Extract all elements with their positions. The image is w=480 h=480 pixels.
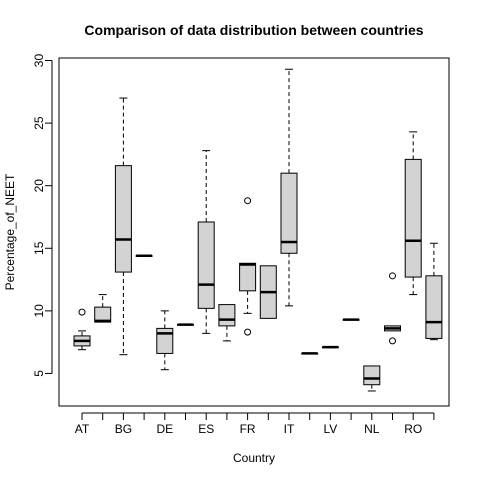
x-tick-label: FR	[240, 422, 256, 436]
box-iqr	[404, 158, 422, 278]
box-16	[404, 131, 422, 296]
box-6	[197, 150, 215, 334]
x-axis-label: Country	[233, 451, 275, 465]
outlier-point	[78, 308, 86, 316]
y-tick-label: 25	[32, 116, 46, 130]
box-9	[259, 265, 277, 319]
box-11	[301, 352, 319, 355]
box-iqr	[239, 262, 257, 292]
x-tick-label: BG	[115, 422, 132, 436]
x-tick-label: LV	[324, 422, 338, 436]
box-iqr	[363, 365, 381, 386]
box-iqr	[425, 275, 443, 339]
outlier-point	[244, 197, 252, 205]
box-5	[177, 323, 194, 326]
box-7	[218, 304, 236, 342]
x-tick-label: DE	[156, 422, 173, 436]
y-tick-label: 5	[32, 370, 46, 377]
y-tick-label: 30	[32, 54, 46, 68]
box-17	[425, 242, 443, 341]
box-iqr	[280, 172, 298, 254]
box-3	[135, 254, 153, 258]
x-tick-label: AT	[75, 422, 90, 436]
outlier-point	[389, 272, 396, 280]
box-12	[321, 345, 339, 349]
box-15	[384, 272, 401, 345]
box-1	[94, 294, 112, 323]
box-iqr	[197, 221, 215, 309]
outlier-point	[389, 337, 396, 345]
y-tick-label: 15	[32, 241, 46, 255]
x-tick-label: RO	[404, 422, 422, 436]
plot-frame	[58, 57, 450, 407]
x-tick-label: ES	[198, 422, 214, 436]
box-iqr	[218, 304, 236, 327]
y-axis: 5 10 15 20 25 30	[32, 54, 53, 377]
y-tick-label: 10	[32, 304, 46, 318]
box-iqr	[114, 165, 132, 273]
box-iqr	[156, 327, 174, 354]
box-8	[239, 197, 257, 336]
box-14	[363, 365, 381, 392]
box-4	[156, 310, 174, 371]
y-axis-label: Percentage_of_NEET	[3, 173, 17, 290]
x-axis: AT BG DE ES FR IT LV NL RO	[75, 412, 435, 436]
box-iqr	[94, 306, 112, 323]
box-10	[280, 68, 298, 307]
x-tick-label: NL	[364, 422, 380, 436]
outlier-point	[244, 328, 252, 336]
boxes	[73, 68, 443, 392]
box-13	[342, 318, 360, 321]
box-2	[114, 97, 132, 356]
x-tick-label: IT	[284, 422, 295, 436]
box-0	[73, 308, 91, 351]
y-tick-label: 20	[32, 179, 46, 193]
chart-title: Comparison of data distribution between …	[84, 22, 423, 38]
